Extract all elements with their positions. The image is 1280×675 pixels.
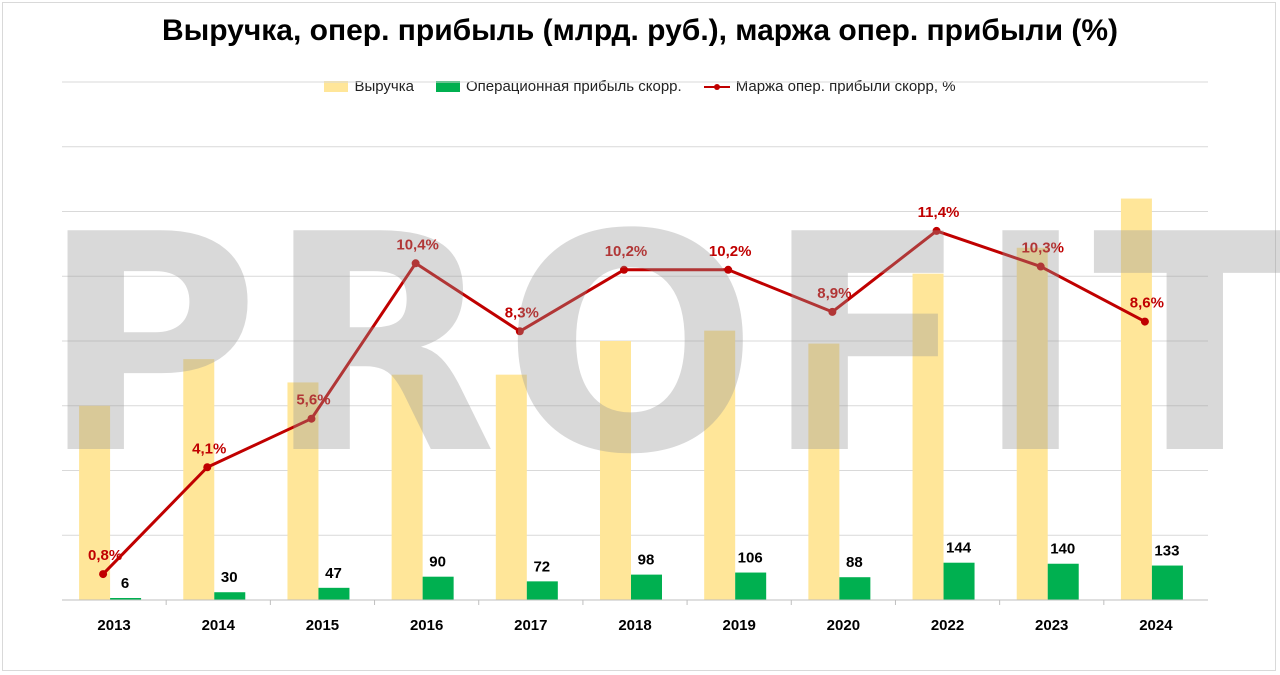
data-label-margin: 10,4%: [396, 236, 439, 253]
data-label-margin: 10,2%: [709, 243, 752, 260]
data-label-margin: 8,3%: [505, 304, 539, 321]
bar-revenue: [912, 273, 944, 600]
bar-revenue: [79, 405, 111, 600]
data-label-op-profit: 47: [325, 565, 342, 582]
data-label-margin: 8,9%: [817, 285, 851, 302]
point-margin: [307, 414, 316, 423]
data-label-op-profit: 88: [846, 554, 863, 571]
point-margin: [724, 265, 733, 274]
bar-revenue: [495, 374, 527, 600]
bar-revenue: [391, 374, 423, 600]
data-label-op-profit: 140: [1050, 541, 1075, 558]
bar-op-profit: [214, 592, 246, 600]
legend-swatch-op-profit: [435, 81, 460, 92]
point-margin: [99, 570, 108, 579]
bar-op-profit: [526, 581, 558, 600]
bar-op-profit: [943, 562, 975, 600]
data-label-margin: 10,3%: [1021, 240, 1064, 257]
bar-revenue: [808, 343, 840, 600]
x-tick-label: 2020: [827, 617, 860, 634]
x-tick-label: 2022: [931, 617, 964, 634]
bar-op-profit: [318, 587, 350, 600]
data-label-margin: 0,8%: [88, 547, 122, 564]
bar-op-profit: [110, 598, 142, 600]
bar-revenue: [600, 341, 631, 600]
data-label-op-profit: 6: [121, 575, 129, 592]
bar-revenue: [183, 359, 215, 600]
data-label-margin: 10,2%: [605, 243, 648, 260]
point-margin: [1140, 317, 1149, 326]
bar-op-profit: [631, 574, 662, 600]
chart-title: Выручка, опер. прибыль (млрд. руб.), мар…: [161, 14, 1119, 47]
bar-op-profit: [735, 572, 767, 600]
data-label-op-profit: 72: [533, 558, 550, 575]
x-tick-label: 2017: [514, 617, 547, 634]
data-label-margin: 4,1%: [192, 440, 226, 457]
bar-revenue: [1120, 198, 1152, 601]
x-tick-label: 2018: [618, 617, 651, 634]
point-margin: [203, 463, 212, 472]
bar-revenue: [1016, 247, 1048, 600]
x-tick-label: 2024: [1139, 617, 1173, 634]
x-tick-label: 2023: [1035, 617, 1068, 634]
data-label-op-profit: 133: [1154, 543, 1179, 560]
x-tick-label: 2019: [722, 617, 755, 634]
data-label-op-profit: 98: [638, 552, 655, 569]
bar-op-profit: [839, 577, 871, 600]
x-tick-label: 2014: [202, 617, 236, 634]
point-margin: [932, 226, 941, 235]
point-margin: [620, 265, 628, 274]
x-tick-label: 2016: [410, 617, 443, 634]
data-label-op-profit: 90: [429, 554, 446, 571]
bar-revenue: [704, 330, 736, 600]
data-label-margin: 11,4%: [918, 204, 960, 221]
data-label-op-profit: 106: [738, 550, 763, 567]
data-label-op-profit: 30: [221, 569, 238, 586]
point-margin: [515, 327, 524, 336]
data-label-margin: 5,6%: [296, 392, 330, 409]
legend-swatch-revenue: [324, 81, 349, 92]
legend-swatch-margin: [703, 81, 730, 93]
data-label-margin: 8,6%: [1130, 295, 1164, 312]
bar-op-profit: [1047, 563, 1079, 600]
bar-op-profit: [1151, 565, 1183, 600]
point-margin: [828, 307, 837, 316]
bar-op-profit: [422, 576, 454, 600]
x-tick-label: 2015: [306, 617, 339, 634]
x-tick-label: 2013: [97, 617, 130, 634]
data-label-op-profit: 144: [946, 540, 972, 557]
point-margin: [1036, 262, 1045, 271]
point-margin: [411, 259, 420, 268]
